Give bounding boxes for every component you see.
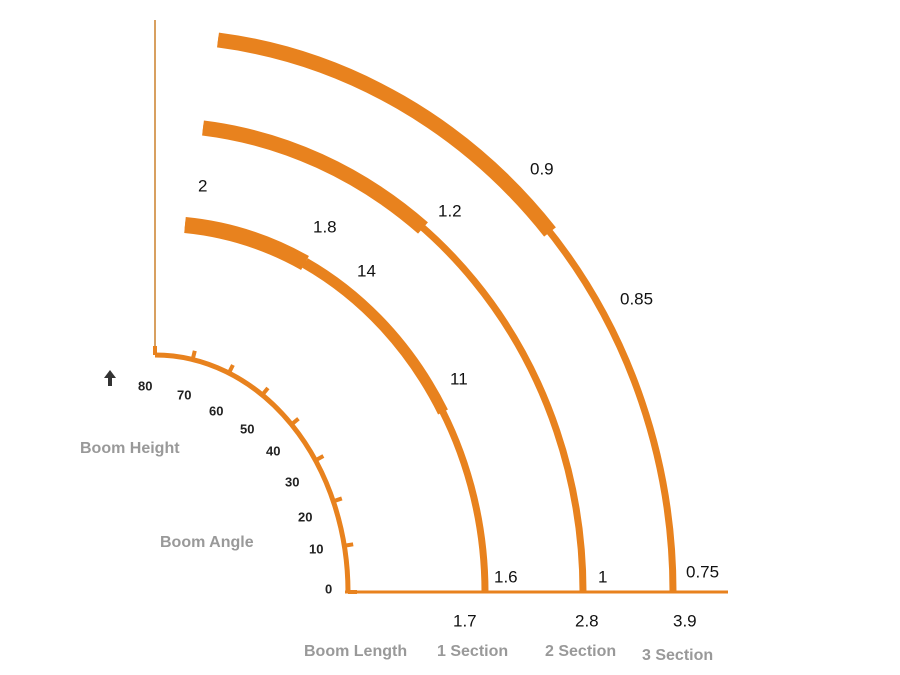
load-label: 1.8: [313, 217, 337, 236]
section-length: 3.9: [673, 611, 697, 630]
load-label: 2: [198, 176, 207, 195]
angle-label: 0: [325, 581, 332, 596]
angle-label: 40: [266, 443, 280, 458]
angle-label: 80: [138, 378, 152, 393]
section-name: 2 Section: [545, 643, 616, 660]
angle-tick: [332, 496, 343, 504]
section-length: 2.8: [575, 611, 599, 630]
boom-arc-1-thick: [184, 217, 309, 270]
angle-tick: [343, 542, 354, 548]
angle-tick: [290, 417, 300, 426]
angle-label: 60: [209, 403, 223, 418]
section-length: 1.7: [453, 611, 477, 630]
load-label: 1.2: [438, 201, 462, 220]
up-arrow: [104, 370, 116, 386]
section-name: 3 Section: [642, 647, 713, 664]
boom-length-label: Boom Length: [304, 643, 407, 660]
load-label: 1.6: [494, 567, 518, 586]
boom-arc-3-thick: [217, 32, 556, 237]
load-label: 14: [357, 261, 376, 280]
boom-arc-1-mid: [302, 258, 448, 415]
angle-label: 30: [285, 474, 299, 489]
load-label: 0.85: [620, 289, 653, 308]
boom-angle-label: Boom Angle: [160, 534, 254, 551]
angle-label: 70: [177, 387, 191, 402]
load-label: 11: [450, 369, 468, 388]
boom-height-label: Boom Height: [80, 440, 180, 457]
angle-tick: [260, 386, 270, 397]
load-label: 0.9: [530, 159, 554, 178]
angle-tick: [314, 454, 325, 463]
angle-ticks: [153, 346, 357, 594]
load-label: 1: [598, 567, 607, 586]
angle-label: 10: [309, 541, 323, 556]
boom-arc-2-thick: [202, 120, 428, 234]
section-name: 1 Section: [437, 643, 508, 660]
angle-tick: [190, 350, 197, 361]
angle-label: 50: [240, 421, 254, 436]
load-label: 0.75: [686, 562, 719, 581]
angle-tick: [227, 364, 235, 374]
angle-label: 20: [298, 509, 312, 524]
